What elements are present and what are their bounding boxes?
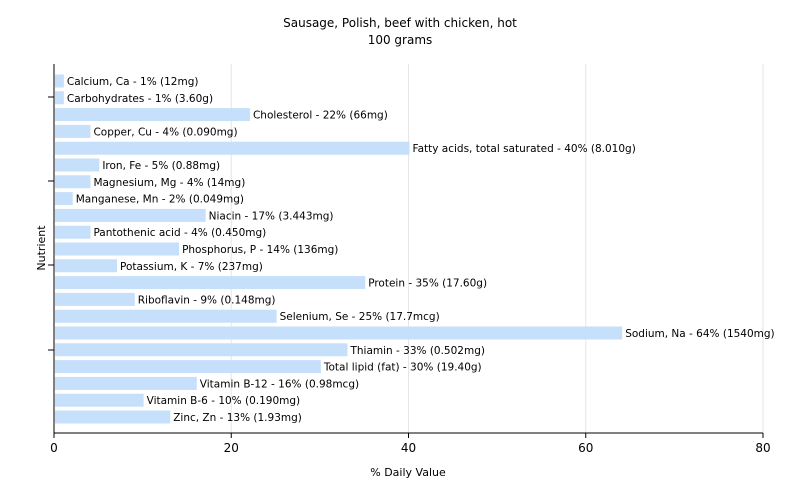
bar-label-5: Iron, Fe - 5% (0.88mg) [102, 160, 220, 172]
bar-5 [55, 158, 100, 172]
bar-label-11: Potassium, K - 7% (237mg) [120, 261, 263, 273]
bar-label-20: Zinc, Zn - 13% (1.93mg) [173, 412, 302, 424]
bar-19 [55, 393, 144, 407]
bar-label-19: Vitamin B-6 - 10% (0.190mg) [147, 395, 301, 407]
x-tick-label-4: 80 [755, 441, 770, 455]
axes: 0 20 40 60 80 [48, 64, 771, 455]
bar-label-15: Sodium, Na - 64% (1540mg) [625, 328, 774, 340]
bar-18 [55, 376, 197, 390]
bar-13 [55, 292, 135, 306]
y-axis-label: Nutrient [35, 225, 48, 271]
bar-label-12: Protein - 35% (17.60g) [368, 278, 487, 290]
bar-label-9: Pantothenic acid - 4% (0.450mg) [93, 227, 266, 239]
bar-label-0: Calcium, Ca - 1% (12mg) [67, 76, 199, 88]
bar-label-4: Fatty acids, total saturated - 40% (8.01… [413, 143, 636, 155]
bar-0 [55, 74, 64, 88]
bar-label-16: Thiamin - 33% (0.502mg) [349, 345, 485, 357]
x-tick-label-1: 20 [224, 441, 239, 455]
bar-label-1: Carbohydrates - 1% (3.60g) [67, 93, 213, 105]
chart-subtitle: 100 grams [368, 33, 433, 47]
bar-17 [55, 360, 321, 374]
bar-20 [55, 410, 171, 424]
x-tick-label-2: 40 [401, 441, 416, 455]
bar-9 [55, 225, 91, 239]
bar-3 [55, 124, 91, 138]
bar-label-10: Phosphorus, P - 14% (136mg) [182, 244, 338, 256]
x-tick-label-3: 60 [578, 441, 593, 455]
bar-label-3: Copper, Cu - 4% (0.090mg) [93, 126, 237, 138]
bar-2 [55, 108, 250, 122]
bar-7 [55, 192, 73, 206]
bar-10 [55, 242, 180, 256]
bar-label-14: Selenium, Se - 25% (17.7mcg) [280, 311, 440, 323]
bars: Calcium, Ca - 1% (12mg) Carbohydrates - 1… [55, 74, 775, 424]
bar-label-18: Vitamin B-12 - 16% (0.98mcg) [200, 378, 359, 390]
bar-label-2: Cholesterol - 22% (66mg) [253, 110, 388, 122]
x-axis-label: % Daily Value [370, 466, 446, 479]
bar-14 [55, 309, 277, 323]
bar-12 [55, 276, 366, 290]
bar-label-13: Riboflavin - 9% (0.148mg) [138, 294, 276, 306]
bar-11 [55, 259, 118, 273]
bar-label-8: Niacin - 17% (3.443mg) [209, 210, 334, 222]
bar-label-6: Magnesium, Mg - 4% (14mg) [93, 177, 245, 189]
bar-15 [55, 326, 623, 340]
bar-6 [55, 175, 91, 189]
chart-title: Sausage, Polish, beef with chicken, hot [283, 16, 517, 30]
bar-16 [55, 343, 348, 357]
bar-4 [55, 141, 410, 155]
bar-label-17: Total lipid (fat) - 30% (19.40g) [323, 362, 482, 374]
x-tick-label-0: 0 [50, 441, 58, 455]
bar-1 [55, 91, 64, 105]
bar-label-7: Manganese, Mn - 2% (0.049mg) [76, 194, 244, 206]
bar-8 [55, 208, 206, 222]
